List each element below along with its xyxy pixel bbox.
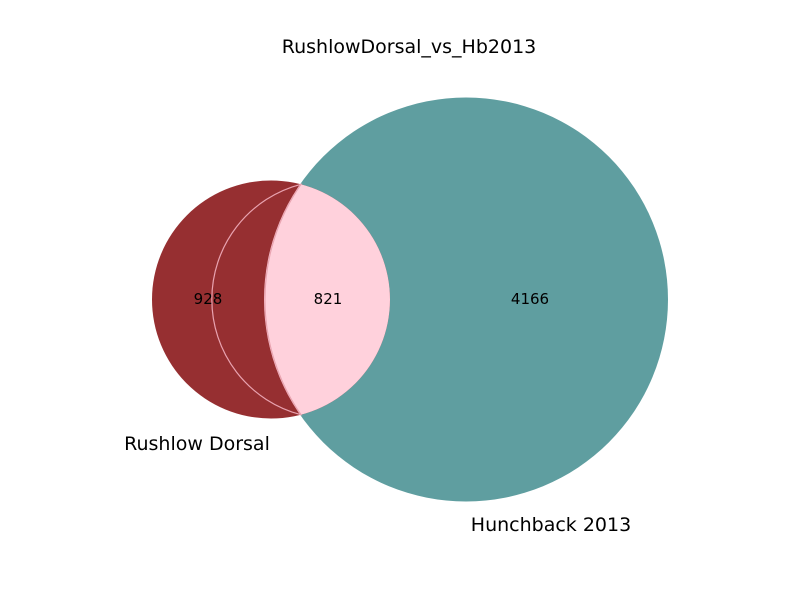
right-only-count: 4166 xyxy=(511,290,549,308)
left-only-count: 928 xyxy=(194,290,223,308)
intersection-count: 821 xyxy=(314,290,343,308)
diagram-title: RushlowDorsal_vs_Hb2013 xyxy=(282,36,537,58)
intersection-outline xyxy=(211,183,303,416)
rushlow-dorsal-label: Rushlow Dorsal xyxy=(124,433,270,455)
hunchback-2013-label: Hunchback 2013 xyxy=(471,514,631,536)
hunchback-2013-circle xyxy=(264,97,668,502)
